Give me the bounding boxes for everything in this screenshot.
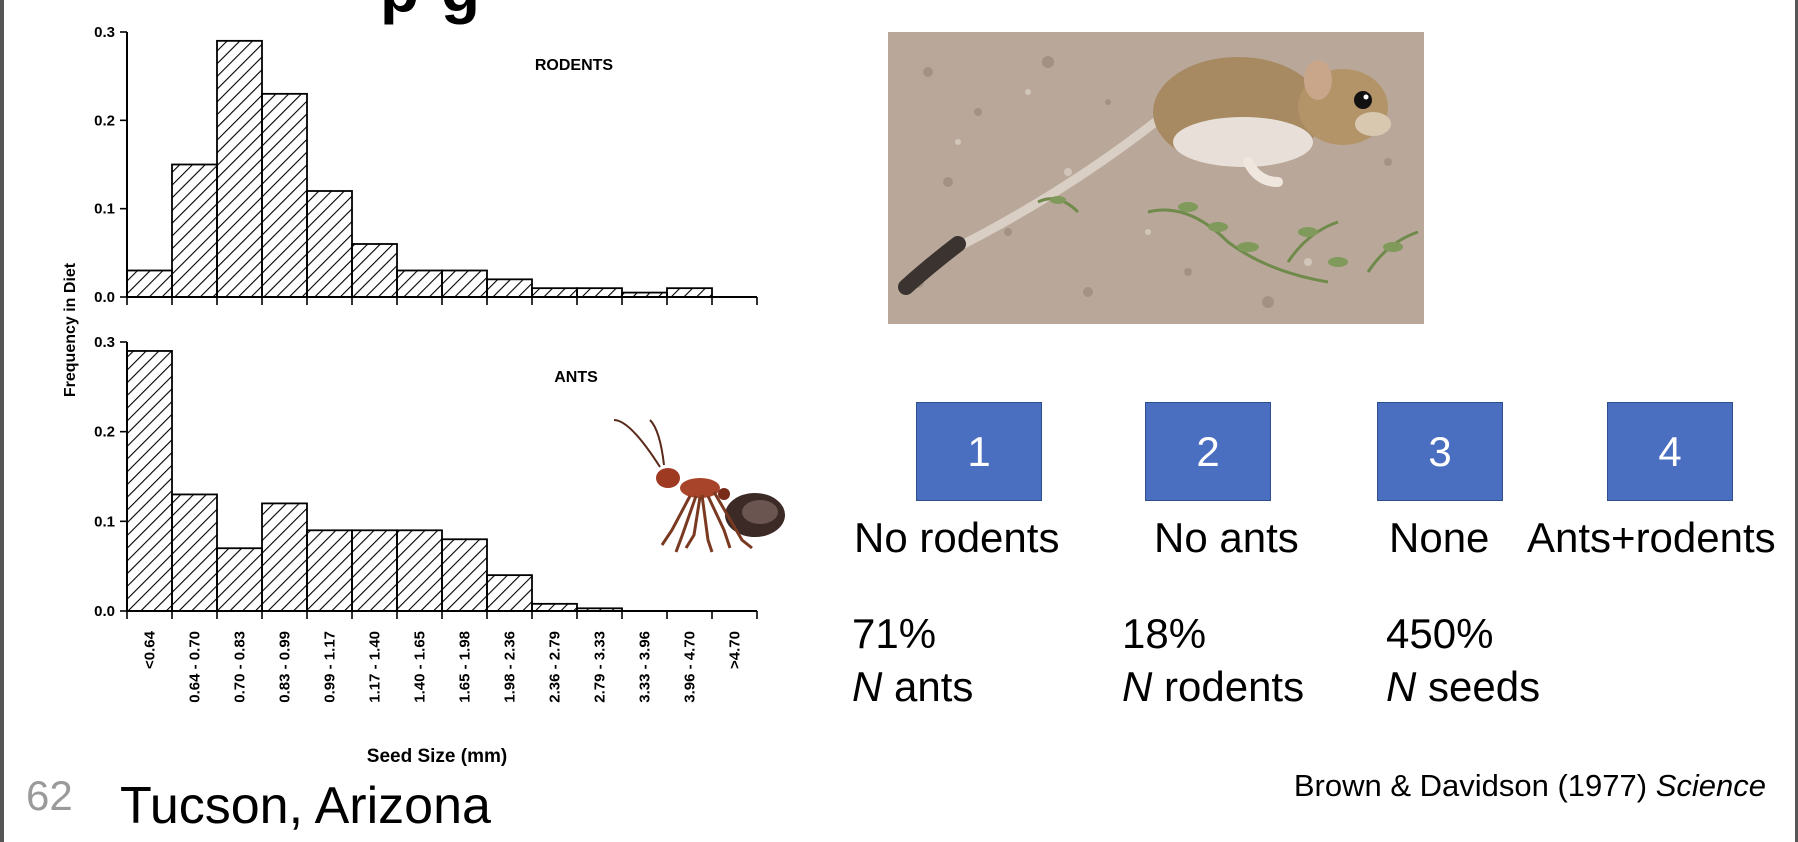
histogram-bar bbox=[261, 502, 308, 612]
treatment-2-result: 18% N rodents bbox=[1122, 608, 1304, 713]
x-tick-label: 2.79 - 3.33 bbox=[592, 631, 609, 703]
treatment-4-box: 4 bbox=[1607, 402, 1733, 501]
histogram-bar bbox=[306, 190, 353, 298]
treatment-1-label: No rodents bbox=[854, 514, 1060, 561]
histogram-bar bbox=[531, 602, 578, 612]
treatment-3-box: 3 bbox=[1377, 402, 1503, 501]
result-percent: 71% bbox=[852, 610, 937, 657]
x-tick-label: 3.33 - 3.96 bbox=[637, 631, 654, 703]
citation: Brown & Davidson (1977) Science bbox=[1293, 768, 1766, 803]
y-tick-label: 0.0 bbox=[94, 603, 115, 620]
x-tick-label: 3.96 - 4.70 bbox=[682, 631, 699, 703]
histogram-bar bbox=[441, 538, 488, 612]
x-axis-label: Seed Size (mm) bbox=[367, 746, 507, 767]
ants-histogram: 0.0 0.1 0.2 0.3 ANTS <0.64 0.64 - 0.70 0.70 - 0… bbox=[94, 334, 758, 703]
treatment-1-result: 71% N ants bbox=[852, 608, 973, 713]
result-percent: 450% bbox=[1386, 610, 1494, 657]
location-caption: Tucson, Arizona bbox=[120, 777, 491, 835]
histogram-bar bbox=[351, 243, 398, 298]
x-tick-label: <0.64 bbox=[142, 630, 159, 669]
histogram-bar bbox=[126, 350, 173, 612]
treatment-3-label: None bbox=[1389, 514, 1490, 561]
x-tick-label: 0.99 - 1.17 bbox=[322, 631, 339, 703]
ant-icon bbox=[613, 419, 785, 553]
histogram-bar bbox=[216, 39, 263, 298]
histogram-bar bbox=[126, 269, 173, 298]
x-tick-label: 1.65 - 1.98 bbox=[457, 631, 474, 703]
histogram-bar bbox=[306, 529, 353, 612]
histogram-bar bbox=[441, 269, 488, 298]
histogram-bar bbox=[396, 269, 443, 298]
x-tick-label: 2.36 - 2.79 bbox=[547, 631, 564, 703]
slide-number: 62 bbox=[26, 772, 73, 819]
treatment-1-box: 1 bbox=[916, 402, 1042, 501]
x-tick-label: >4.70 bbox=[727, 631, 744, 669]
result-measure: N ants bbox=[852, 662, 974, 710]
y-tick-label: 0.3 bbox=[94, 334, 115, 351]
y-tick-label: 0.3 bbox=[94, 24, 115, 41]
x-tick-label: 0.83 - 0.99 bbox=[277, 631, 294, 703]
histogram-bar bbox=[531, 287, 578, 298]
treatment-2-label: No ants bbox=[1154, 514, 1299, 561]
y-tick-label: 0.0 bbox=[94, 289, 115, 306]
y-tick-label: 0.2 bbox=[94, 424, 115, 441]
panel-title: RODENTS bbox=[535, 57, 614, 74]
result-measure: N seeds bbox=[1386, 662, 1541, 710]
y-axis-label: Frequency in Diet bbox=[62, 262, 79, 397]
histogram-bar bbox=[666, 287, 713, 298]
histogram-bar bbox=[396, 529, 443, 612]
result-measure: N rodents bbox=[1122, 662, 1305, 710]
histogram-bar bbox=[351, 529, 398, 612]
seed-size-histograms: 0.0 0.1 0.2 0.3 RODENTS 0.0 0.1 0.2 0.3 ANTS <0.6… bbox=[62, 24, 785, 767]
histogram-bar bbox=[486, 278, 533, 298]
x-tick-label: 0.70 - 0.83 bbox=[232, 631, 249, 703]
y-tick-label: 0.1 bbox=[94, 201, 115, 218]
histogram-bar bbox=[576, 287, 623, 298]
slide-title-fragment: p g bbox=[380, 0, 482, 26]
rodents-histogram: 0.0 0.1 0.2 0.3 RODENTS bbox=[94, 24, 758, 306]
treatment-2-box: 2 bbox=[1145, 402, 1271, 501]
x-tick-label: 0.64 - 0.70 bbox=[187, 631, 204, 703]
kangaroo-rat-photo bbox=[888, 32, 1424, 324]
result-percent: 18% bbox=[1122, 610, 1207, 657]
window-frame-right bbox=[1795, 0, 1798, 842]
x-tick-label: 1.40 - 1.65 bbox=[412, 631, 429, 703]
histogram-bar bbox=[171, 493, 218, 612]
histogram-bar bbox=[486, 574, 533, 612]
panel-title: ANTS bbox=[554, 369, 598, 386]
histogram-bar bbox=[261, 92, 308, 298]
treatment-4-label: Ants+rodents bbox=[1527, 514, 1776, 561]
y-tick-label: 0.1 bbox=[94, 513, 115, 530]
treatment-3-result: 450% N seeds bbox=[1386, 608, 1540, 713]
histogram-bar bbox=[216, 547, 263, 612]
x-tick-label: 1.17 - 1.40 bbox=[367, 631, 384, 703]
window-frame-left bbox=[0, 0, 4, 842]
y-tick-label: 0.2 bbox=[94, 112, 115, 129]
x-tick-label: 1.98 - 2.36 bbox=[502, 631, 519, 703]
histogram-bar bbox=[171, 163, 218, 298]
